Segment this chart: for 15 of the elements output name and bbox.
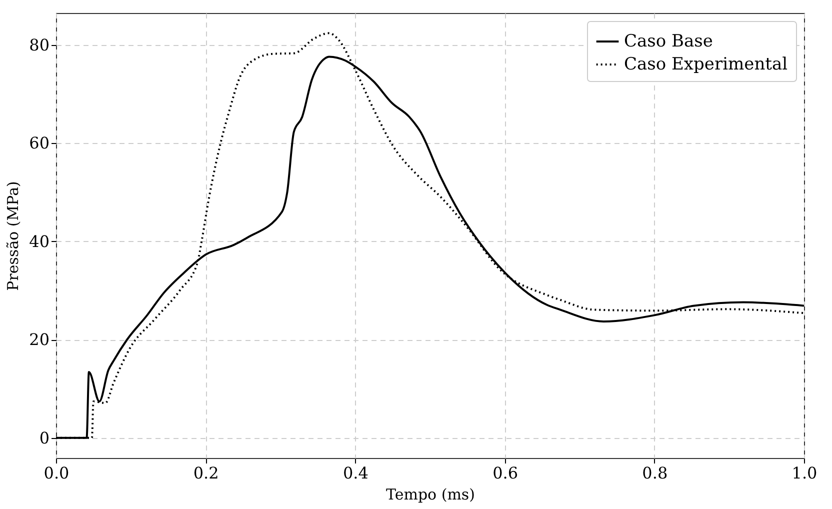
y-tick-label: 0 (39, 428, 50, 448)
y-tick-label: 40 (29, 232, 50, 251)
x-axis-title: Tempo (ms) (386, 486, 475, 504)
x-tick-label: 0.4 (342, 464, 368, 482)
x-tick-label: 0.8 (642, 464, 668, 482)
y-tick-label: 80 (29, 35, 50, 54)
y-axis-title: Pressão (MPa) (4, 181, 22, 291)
legend-label: Caso Base (624, 32, 713, 52)
x-tick-label: 0.6 (492, 464, 518, 482)
legend-label: Caso Experimental (624, 54, 788, 74)
y-tick-label: 20 (29, 330, 50, 350)
x-tick-label: 0.0 (44, 464, 70, 482)
x-tick-label: 1.0 (792, 464, 818, 482)
y-tick-label: 60 (29, 134, 50, 153)
x-tick-label: 0.2 (193, 464, 219, 482)
